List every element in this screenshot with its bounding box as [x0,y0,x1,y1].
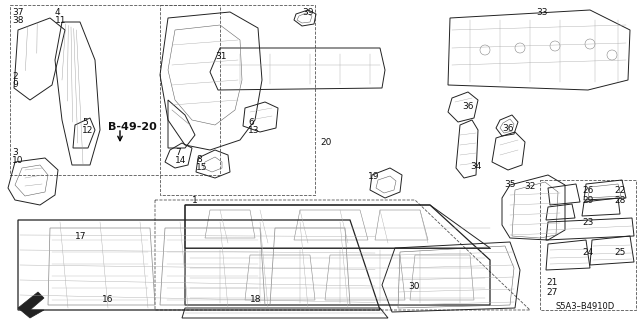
Text: 19: 19 [368,172,380,181]
Text: 33: 33 [536,8,547,17]
Text: 37: 37 [12,8,24,17]
Text: 36: 36 [502,124,513,133]
Text: 11: 11 [55,16,67,25]
Text: 15: 15 [196,163,207,172]
Text: 2: 2 [12,72,18,81]
Text: 21: 21 [546,278,557,287]
Text: 12: 12 [82,126,93,135]
Text: 31: 31 [215,52,227,61]
Text: 9: 9 [12,80,18,89]
Text: 25: 25 [614,248,625,257]
Text: 34: 34 [470,162,481,171]
Text: 4: 4 [55,8,61,17]
Text: 24: 24 [582,248,593,257]
Text: 29: 29 [582,196,593,205]
Text: 14: 14 [175,156,186,165]
Text: 35: 35 [504,180,515,189]
Text: B-49-20: B-49-20 [108,122,157,132]
Polygon shape [18,292,44,318]
Text: 1: 1 [192,196,198,205]
Text: 17: 17 [75,232,86,241]
Text: 10: 10 [12,156,24,165]
Text: 27: 27 [546,288,557,297]
Text: 3: 3 [12,148,18,157]
Text: 38: 38 [12,16,24,25]
Text: 7: 7 [175,148,180,157]
Text: 6: 6 [248,118,253,127]
Text: 32: 32 [524,182,536,191]
Text: 13: 13 [248,126,259,135]
Text: 22: 22 [614,186,625,195]
Text: 26: 26 [582,186,593,195]
Text: 23: 23 [582,218,593,227]
Text: 20: 20 [320,138,332,147]
Text: 30: 30 [408,282,419,291]
Text: S5A3–B4910D: S5A3–B4910D [556,302,615,311]
Text: 18: 18 [250,295,262,304]
Text: 16: 16 [102,295,113,304]
Text: 8: 8 [196,155,202,164]
Text: 36: 36 [462,102,474,111]
Text: 28: 28 [614,196,625,205]
Text: 5: 5 [82,118,88,127]
Text: 39: 39 [302,8,314,17]
